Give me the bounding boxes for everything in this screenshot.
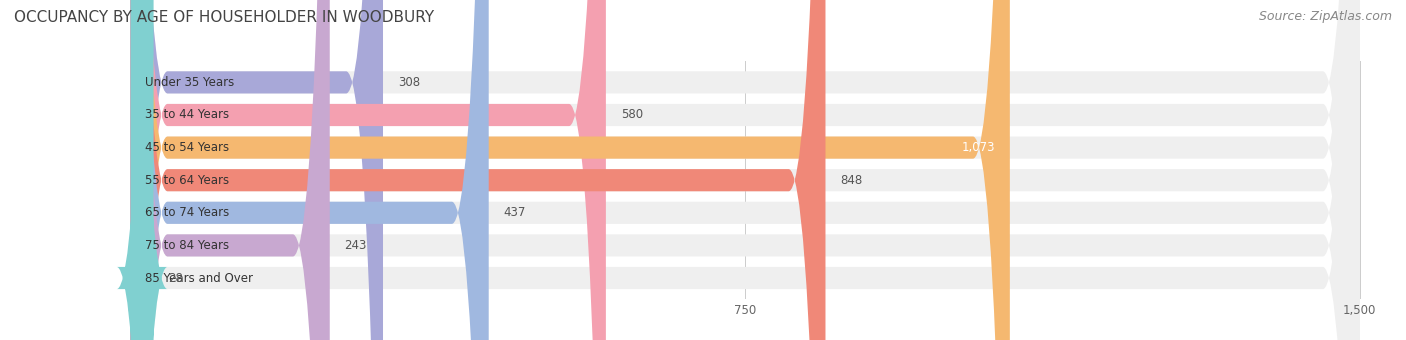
- FancyBboxPatch shape: [131, 0, 1360, 340]
- FancyBboxPatch shape: [131, 0, 489, 340]
- Text: 848: 848: [841, 174, 862, 187]
- Text: 45 to 54 Years: 45 to 54 Years: [145, 141, 229, 154]
- Text: 28: 28: [169, 272, 183, 285]
- FancyBboxPatch shape: [131, 0, 1360, 340]
- Text: 1,073: 1,073: [962, 141, 995, 154]
- FancyBboxPatch shape: [131, 0, 1360, 340]
- Text: 85 Years and Over: 85 Years and Over: [145, 272, 253, 285]
- Text: OCCUPANCY BY AGE OF HOUSEHOLDER IN WOODBURY: OCCUPANCY BY AGE OF HOUSEHOLDER IN WOODB…: [14, 10, 434, 25]
- Text: 437: 437: [503, 206, 526, 219]
- Text: Under 35 Years: Under 35 Years: [145, 76, 235, 89]
- FancyBboxPatch shape: [131, 0, 1360, 340]
- Text: 308: 308: [398, 76, 420, 89]
- FancyBboxPatch shape: [131, 0, 1360, 340]
- Text: 65 to 74 Years: 65 to 74 Years: [145, 206, 229, 219]
- FancyBboxPatch shape: [131, 0, 1010, 340]
- Text: 75 to 84 Years: 75 to 84 Years: [145, 239, 229, 252]
- Text: 35 to 44 Years: 35 to 44 Years: [145, 108, 229, 121]
- FancyBboxPatch shape: [131, 0, 1360, 340]
- Text: Source: ZipAtlas.com: Source: ZipAtlas.com: [1258, 10, 1392, 23]
- FancyBboxPatch shape: [131, 0, 382, 340]
- Text: 243: 243: [344, 239, 367, 252]
- Text: 580: 580: [620, 108, 643, 121]
- FancyBboxPatch shape: [131, 0, 330, 340]
- FancyBboxPatch shape: [131, 0, 1360, 340]
- FancyBboxPatch shape: [117, 0, 167, 340]
- Text: 55 to 64 Years: 55 to 64 Years: [145, 174, 229, 187]
- FancyBboxPatch shape: [131, 0, 825, 340]
- FancyBboxPatch shape: [131, 0, 606, 340]
